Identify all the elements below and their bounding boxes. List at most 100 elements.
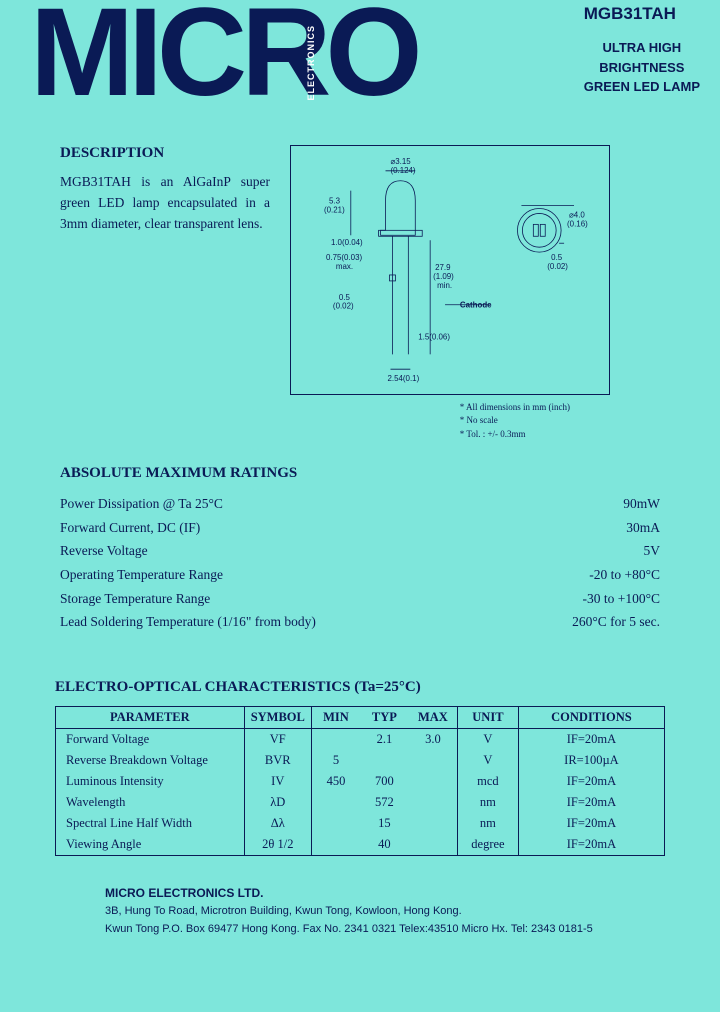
rating-label: Power Dissipation @ Ta 25°C: [60, 492, 510, 516]
cell-unit: nm: [457, 792, 518, 813]
cell-min: [311, 813, 360, 834]
table-row: Luminous Intensity IV 450 700 mcd IF=20m…: [56, 771, 665, 792]
note-line: * Tol. : +/- 0.3mm: [460, 428, 570, 442]
cell-typ: 40: [360, 834, 409, 856]
electro-optical-section: ELECTRO-OPTICAL CHARACTERISTICS (Ta=25°C…: [0, 634, 720, 856]
svg-text:(0.02): (0.02): [547, 262, 568, 271]
cell-min: 450: [311, 771, 360, 792]
cell-cond: IF=20mA: [518, 728, 664, 750]
cell-param: Viewing Angle: [56, 834, 245, 856]
rating-label: Lead Soldering Temperature (1/16" from b…: [60, 610, 510, 634]
electro-title: ELECTRO-OPTICAL CHARACTERISTICS (Ta=25°C…: [55, 679, 665, 696]
diagram-notes: * All dimensions in mm (inch) * No scale…: [460, 401, 570, 442]
cell-min: 5: [311, 750, 360, 771]
col-max: MAX: [409, 706, 458, 728]
rating-value: 30mA: [510, 516, 660, 540]
cell-cond: IF=20mA: [518, 834, 664, 856]
ratings-title: ABSOLUTE MAXIMUM RATINGS: [60, 465, 660, 482]
address-line: 3B, Hung To Road, Microtron Building, Kw…: [105, 903, 660, 921]
cell-typ: 572: [360, 792, 409, 813]
table-row: Forward Voltage VF 2.1 3.0 V IF=20mA: [56, 728, 665, 750]
footer: MICRO ELECTRONICS LTD. 3B, Hung To Road,…: [0, 856, 720, 938]
cell-max: [409, 750, 458, 771]
col-unit: UNIT: [457, 706, 518, 728]
cell-typ: [360, 750, 409, 771]
cell-cond: IF=20mA: [518, 771, 664, 792]
part-number: MGB31TAH: [584, 4, 700, 24]
col-min: MIN: [311, 706, 360, 728]
cell-param: Luminous Intensity: [56, 771, 245, 792]
svg-text:(0.02): (0.02): [333, 302, 354, 311]
svg-text:1.0(0.04): 1.0(0.04): [331, 238, 363, 247]
cell-max: [409, 834, 458, 856]
svg-text:0.5: 0.5: [339, 293, 351, 302]
cell-cond: IF=20mA: [518, 792, 664, 813]
cell-unit: nm: [457, 813, 518, 834]
rating-label: Reverse Voltage: [60, 539, 510, 563]
svg-text:0.75(0.03): 0.75(0.03): [326, 253, 362, 262]
cell-sym: λD: [244, 792, 311, 813]
brand-logo: MICRO ELECTRONICS: [30, 0, 417, 106]
svg-text:min.: min.: [437, 281, 452, 290]
rating-label: Operating Temperature Range: [60, 563, 510, 587]
cell-max: [409, 771, 458, 792]
rating-value: -30 to +100°C: [510, 587, 660, 611]
rating-value: 90mW: [510, 492, 660, 516]
note-line: * All dimensions in mm (inch): [460, 401, 570, 415]
address-line: Kwun Tong P.O. Box 69477 Hong Kong. Fax …: [105, 921, 660, 939]
rating-row: Storage Temperature Range-30 to +100°C: [60, 587, 660, 611]
table-row: Viewing Angle 2θ 1/2 40 degree IF=20mA: [56, 834, 665, 856]
rating-row: Reverse Voltage5V: [60, 539, 660, 563]
subtitle-line: BRIGHTNESS: [584, 58, 700, 78]
product-subtitle: ULTRA HIGH BRIGHTNESS GREEN LED LAMP: [584, 38, 700, 97]
table-row: Spectral Line Half Width Δλ 15 nm IF=20m…: [56, 813, 665, 834]
col-symbol: SYMBOL: [244, 706, 311, 728]
rating-row: Power Dissipation @ Ta 25°C90mW: [60, 492, 660, 516]
header-right: MGB31TAH ULTRA HIGH BRIGHTNESS GREEN LED…: [584, 0, 700, 97]
logo-side-text: ELECTRONICS: [308, 25, 316, 101]
cell-unit: mcd: [457, 771, 518, 792]
cell-max: 3.0: [409, 728, 458, 750]
ratings-section: ABSOLUTE MAXIMUM RATINGS Power Dissipati…: [0, 395, 720, 634]
svg-text:27.9: 27.9: [435, 263, 451, 272]
table-row: Reverse Breakdown Voltage BVR 5 V IR=100…: [56, 750, 665, 771]
subtitle-line: ULTRA HIGH: [584, 38, 700, 58]
svg-text:(0.16): (0.16): [567, 219, 588, 228]
cell-sym: BVR: [244, 750, 311, 771]
cell-min: [311, 792, 360, 813]
svg-text:2.54(0.1): 2.54(0.1): [388, 374, 420, 383]
rating-label: Storage Temperature Range: [60, 587, 510, 611]
table-row: Wavelength λD 572 nm IF=20mA: [56, 792, 665, 813]
subtitle-line: GREEN LED LAMP: [584, 77, 700, 97]
cell-max: [409, 792, 458, 813]
electro-table: PARAMETER SYMBOL MIN TYP MAX UNIT CONDIT…: [55, 706, 665, 856]
cell-sym: Δλ: [244, 813, 311, 834]
rating-row: Operating Temperature Range-20 to +80°C: [60, 563, 660, 587]
cell-param: Reverse Breakdown Voltage: [56, 750, 245, 771]
note-line: * No scale: [460, 414, 570, 428]
company-name: MICRO ELECTRONICS LTD.: [105, 884, 660, 903]
cell-cond: IF=20mA: [518, 813, 664, 834]
cell-unit: degree: [457, 834, 518, 856]
cell-min: [311, 728, 360, 750]
col-conditions: CONDITIONS: [518, 706, 664, 728]
svg-text:Cathode: Cathode: [460, 301, 492, 310]
svg-text:max.: max.: [336, 262, 353, 271]
description-section: DESCRIPTION MGB31TAH is an AlGaInP super…: [0, 120, 720, 395]
svg-text:(0.21): (0.21): [324, 205, 345, 214]
dimension-diagram: ⌀3.15 (0.124) 5.3 (0.21) 1.0(0.04) 0.75(…: [290, 145, 610, 395]
description-text-block: DESCRIPTION MGB31TAH is an AlGaInP super…: [60, 145, 270, 395]
svg-text:⌀4.0: ⌀4.0: [569, 210, 585, 219]
svg-text:5.3: 5.3: [329, 197, 341, 206]
description-body: MGB31TAH is an AlGaInP super green LED l…: [60, 172, 270, 235]
rating-value: 5V: [510, 539, 660, 563]
cell-max: [409, 813, 458, 834]
svg-text:1.5(0.06): 1.5(0.06): [418, 332, 450, 341]
cell-typ: 15: [360, 813, 409, 834]
electro-tbody: Forward Voltage VF 2.1 3.0 V IF=20mA Rev…: [56, 728, 665, 855]
col-typ: TYP: [360, 706, 409, 728]
table-header-row: PARAMETER SYMBOL MIN TYP MAX UNIT CONDIT…: [56, 706, 665, 728]
cell-min: [311, 834, 360, 856]
cell-typ: 700: [360, 771, 409, 792]
ratings-list: Power Dissipation @ Ta 25°C90mW Forward …: [60, 492, 660, 634]
